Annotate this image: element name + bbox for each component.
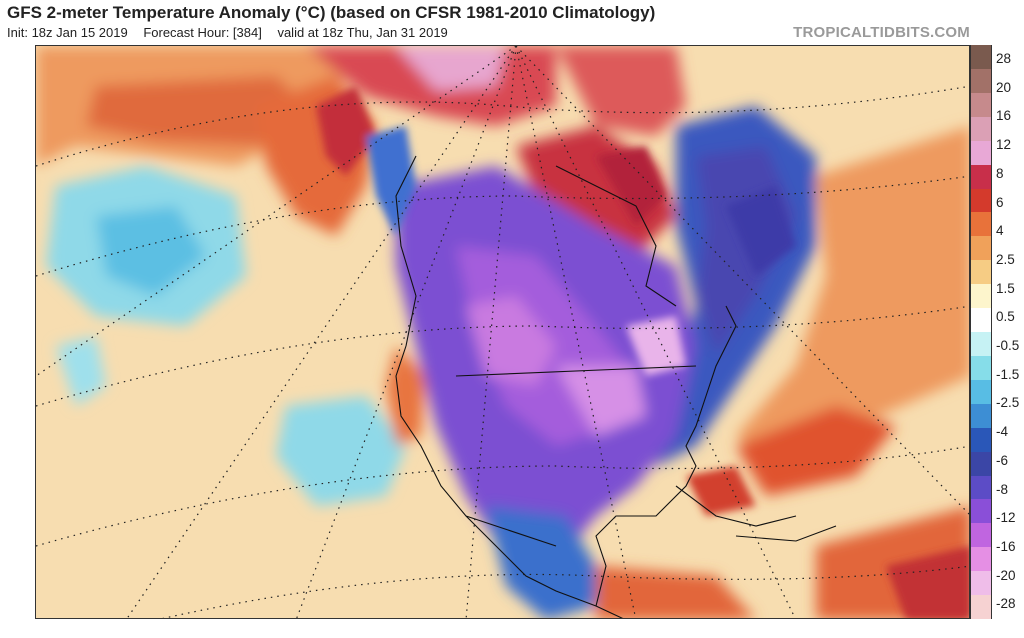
legend-swatch bbox=[970, 475, 992, 500]
legend-swatch bbox=[970, 260, 992, 285]
brand-watermark: TROPICALTIDBITS.COM bbox=[793, 24, 970, 41]
legend-tick-label: 12 bbox=[996, 137, 1012, 153]
legend-swatch bbox=[970, 571, 992, 596]
legend-tick-label: -4 bbox=[996, 424, 1009, 440]
legend-swatch bbox=[970, 332, 992, 357]
header: GFS 2-meter Temperature Anomaly (°C) (ba… bbox=[0, 0, 1024, 46]
legend-swatch bbox=[970, 212, 992, 237]
legend-swatch bbox=[970, 427, 992, 453]
coastlines bbox=[395, 155, 837, 618]
init-time: Init: 18z Jan 15 2019 bbox=[7, 25, 128, 40]
legend-swatch bbox=[970, 403, 992, 429]
legend-tick-label: -8 bbox=[996, 481, 1009, 497]
legend-tick-label: 2.5 bbox=[996, 251, 1015, 267]
legend-swatch bbox=[970, 45, 992, 70]
valid-time: valid at 18z Thu, Jan 31 2019 bbox=[277, 25, 448, 40]
legend-tick-label: -16 bbox=[996, 538, 1016, 554]
anomaly-map bbox=[35, 45, 970, 619]
legend-tick-label: -28 bbox=[996, 596, 1016, 612]
legend-swatch bbox=[970, 451, 992, 476]
legend-swatch bbox=[970, 188, 992, 213]
legend-tick-label: 16 bbox=[996, 108, 1012, 124]
legend-tick-label: 4 bbox=[996, 223, 1004, 239]
legend-tick-label: -20 bbox=[996, 567, 1016, 583]
legend-swatch bbox=[970, 379, 992, 405]
legend-tick-label: 6 bbox=[996, 194, 1004, 210]
legend-swatch bbox=[970, 308, 992, 333]
legend-swatch bbox=[970, 116, 992, 142]
run-info: Init: 18z Jan 15 2019 Forecast Hour: [38… bbox=[7, 25, 460, 40]
legend-tick-label: -12 bbox=[996, 510, 1016, 526]
anomaly-detail bbox=[316, 86, 969, 618]
legend-swatch bbox=[970, 164, 992, 189]
forecast-hour: Forecast Hour: [384] bbox=[143, 25, 262, 40]
color-scale-legend: 28 20 16 12 8 6 4 2.5 1.5 0.5 -0.5 -1.5 -2.5 -4 -6 -8 -1… bbox=[970, 45, 1024, 620]
legend-swatch bbox=[970, 68, 992, 94]
legend-swatch bbox=[970, 523, 992, 548]
legend-tick-label: -2.5 bbox=[996, 395, 1020, 411]
legend-swatch bbox=[970, 284, 992, 309]
legend-tick-label: -6 bbox=[996, 452, 1009, 468]
legend-tick-label: -0.5 bbox=[996, 338, 1020, 353]
legend-swatch bbox=[970, 499, 992, 524]
legend-tick-label: -1.5 bbox=[996, 366, 1020, 382]
legend-swatch bbox=[970, 595, 992, 620]
map-title: GFS 2-meter Temperature Anomaly (°C) (ba… bbox=[7, 3, 656, 22]
legend-swatch bbox=[970, 355, 992, 381]
legend-swatch bbox=[970, 92, 992, 118]
legend-tick-label: 28 bbox=[996, 51, 1012, 66]
legend-tick-label: 0.5 bbox=[996, 309, 1015, 325]
legend-swatch bbox=[970, 140, 992, 166]
legend-tick-label: 8 bbox=[996, 165, 1004, 181]
graticule bbox=[36, 46, 969, 618]
legend-swatch bbox=[970, 236, 992, 261]
legend-swatch bbox=[970, 547, 992, 572]
legend-tick-label: 20 bbox=[996, 79, 1012, 95]
legend-tick-label: 1.5 bbox=[996, 280, 1015, 296]
